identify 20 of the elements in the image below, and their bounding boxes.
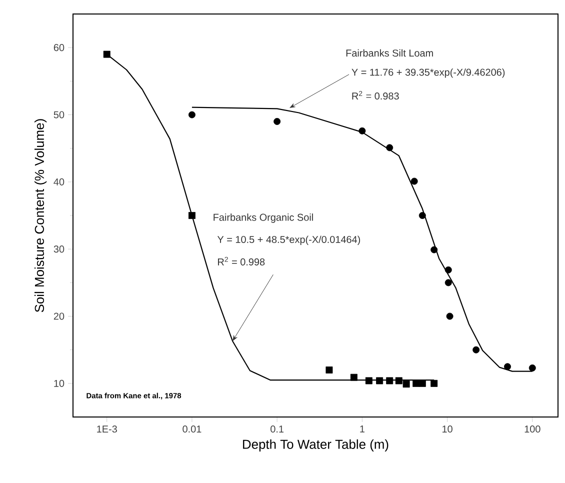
annotation: Fairbanks Organic Soil — [214, 214, 313, 223]
annotation: R$^{2}$ = 0.983 — [352, 90, 399, 100]
y-axis-title: Soil Moisture Content (% Volume) — [34, 119, 47, 312]
annotation: R$^{2}$ = 0.998 — [218, 256, 265, 266]
annotation: Y = 11.76 + 39.35*exp(-X/9.46206) — [352, 68, 505, 78]
y-tick-label: 20 — [54, 312, 64, 320]
y-tick-label: 10 — [54, 380, 64, 387]
x-tick-label: 100 — [524, 426, 540, 433]
x-tick-label: 10 — [442, 426, 452, 433]
x-tick-label: 1 — [360, 425, 364, 432]
x-axis-title: Depth To Water Table (m) — [243, 439, 388, 452]
x-tick-label: 0.01 — [182, 426, 202, 433]
y-tick-label: 30 — [54, 246, 64, 253]
x-tick-label: 1E-3 — [97, 426, 117, 433]
y-tick-label: 40 — [54, 178, 64, 186]
annotation: Y = 10.5 + 48.5*exp(-X/0.01464) — [217, 236, 360, 245]
y-tick-label: 50 — [54, 111, 64, 118]
annotation: Fairbanks Silt Loam — [346, 49, 433, 57]
y-tick-label: 60 — [54, 44, 64, 52]
x-tick-label: 0.1 — [270, 426, 284, 433]
